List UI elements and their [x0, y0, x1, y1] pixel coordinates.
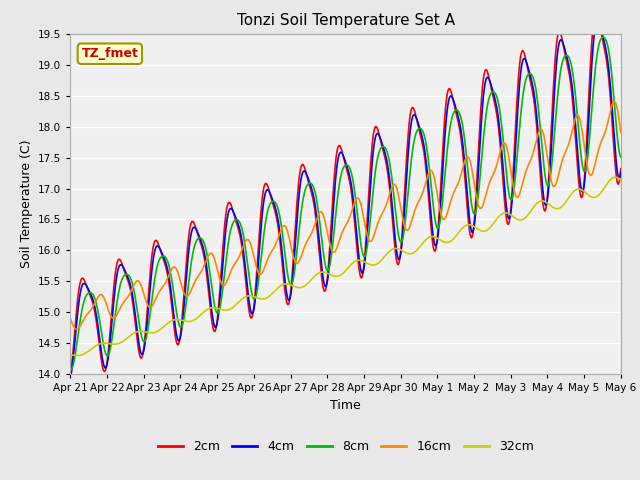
X-axis label: Time: Time — [330, 399, 361, 412]
Text: TZ_fmet: TZ_fmet — [81, 47, 138, 60]
4cm — [617, 169, 625, 175]
8cm — [429, 196, 436, 202]
16cm — [77, 322, 85, 327]
16cm — [190, 281, 198, 287]
4cm — [594, 18, 602, 24]
Line: 16cm: 16cm — [70, 102, 621, 329]
4cm — [189, 225, 196, 231]
8cm — [133, 306, 141, 312]
2cm — [617, 166, 625, 171]
16cm — [67, 316, 74, 322]
16cm — [413, 202, 421, 207]
32cm — [67, 352, 74, 358]
Line: 8cm: 8cm — [70, 37, 621, 370]
4cm — [133, 326, 141, 332]
16cm — [219, 282, 227, 288]
32cm — [413, 247, 421, 253]
Y-axis label: Soil Temperature (C): Soil Temperature (C) — [20, 140, 33, 268]
32cm — [429, 234, 437, 240]
2cm — [218, 257, 226, 263]
32cm — [134, 329, 141, 335]
32cm — [219, 307, 227, 313]
32cm — [77, 352, 85, 358]
32cm — [617, 177, 625, 183]
Line: 2cm: 2cm — [70, 13, 621, 376]
8cm — [413, 129, 420, 135]
16cm — [617, 130, 625, 135]
2cm — [189, 218, 196, 224]
2cm — [77, 279, 84, 285]
8cm — [189, 250, 196, 256]
32cm — [190, 317, 198, 323]
2cm — [593, 10, 600, 16]
16cm — [73, 326, 81, 332]
8cm — [77, 316, 84, 322]
32cm — [612, 174, 620, 180]
8cm — [617, 155, 625, 160]
2cm — [133, 335, 141, 341]
8cm — [599, 34, 607, 40]
8cm — [218, 292, 226, 298]
Line: 4cm: 4cm — [70, 21, 621, 378]
Title: Tonzi Soil Temperature Set A: Tonzi Soil Temperature Set A — [237, 13, 454, 28]
4cm — [218, 272, 226, 277]
Legend: 2cm, 4cm, 8cm, 16cm, 32cm: 2cm, 4cm, 8cm, 16cm, 32cm — [153, 435, 538, 458]
4cm — [413, 115, 420, 121]
2cm — [429, 239, 436, 245]
Line: 32cm: 32cm — [70, 177, 621, 356]
2cm — [67, 373, 74, 379]
4cm — [429, 228, 436, 233]
32cm — [74, 353, 81, 359]
8cm — [67, 367, 74, 373]
16cm — [611, 99, 618, 105]
16cm — [429, 171, 437, 177]
4cm — [77, 290, 84, 296]
16cm — [134, 278, 141, 284]
4cm — [67, 375, 74, 381]
2cm — [413, 116, 420, 121]
